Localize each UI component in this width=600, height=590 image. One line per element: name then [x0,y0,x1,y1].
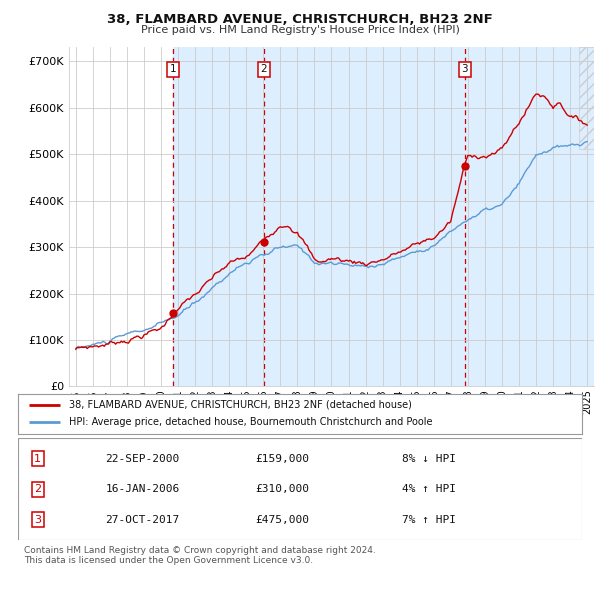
Text: 7% ↑ HPI: 7% ↑ HPI [401,514,455,525]
Text: £310,000: £310,000 [255,484,309,494]
Text: HPI: Average price, detached house, Bournemouth Christchurch and Poole: HPI: Average price, detached house, Bour… [69,417,432,427]
Text: Price paid vs. HM Land Registry's House Price Index (HPI): Price paid vs. HM Land Registry's House … [140,25,460,35]
Text: £475,000: £475,000 [255,514,309,525]
Text: 2: 2 [260,64,268,74]
Text: 3: 3 [34,514,41,525]
Bar [465,47,594,386]
Bar [173,47,264,386]
Text: 27-OCT-2017: 27-OCT-2017 [106,514,179,525]
Text: £159,000: £159,000 [255,454,309,464]
Text: 38, FLAMBARD AVENUE, CHRISTCHURCH, BH23 2NF: 38, FLAMBARD AVENUE, CHRISTCHURCH, BH23 … [107,13,493,26]
Text: 4% ↑ HPI: 4% ↑ HPI [401,484,455,494]
Text: 22-SEP-2000: 22-SEP-2000 [106,454,179,464]
Text: 8% ↓ HPI: 8% ↓ HPI [401,454,455,464]
Text: 1: 1 [170,64,176,74]
Bar [264,47,465,386]
Text: 16-JAN-2006: 16-JAN-2006 [106,484,179,494]
Text: 2: 2 [34,484,41,494]
Text: 1: 1 [34,454,41,464]
Text: Contains HM Land Registry data © Crown copyright and database right 2024.
This d: Contains HM Land Registry data © Crown c… [24,546,376,565]
Text: 38, FLAMBARD AVENUE, CHRISTCHURCH, BH23 2NF (detached house): 38, FLAMBARD AVENUE, CHRISTCHURCH, BH23 … [69,400,412,410]
Text: 3: 3 [461,64,468,74]
